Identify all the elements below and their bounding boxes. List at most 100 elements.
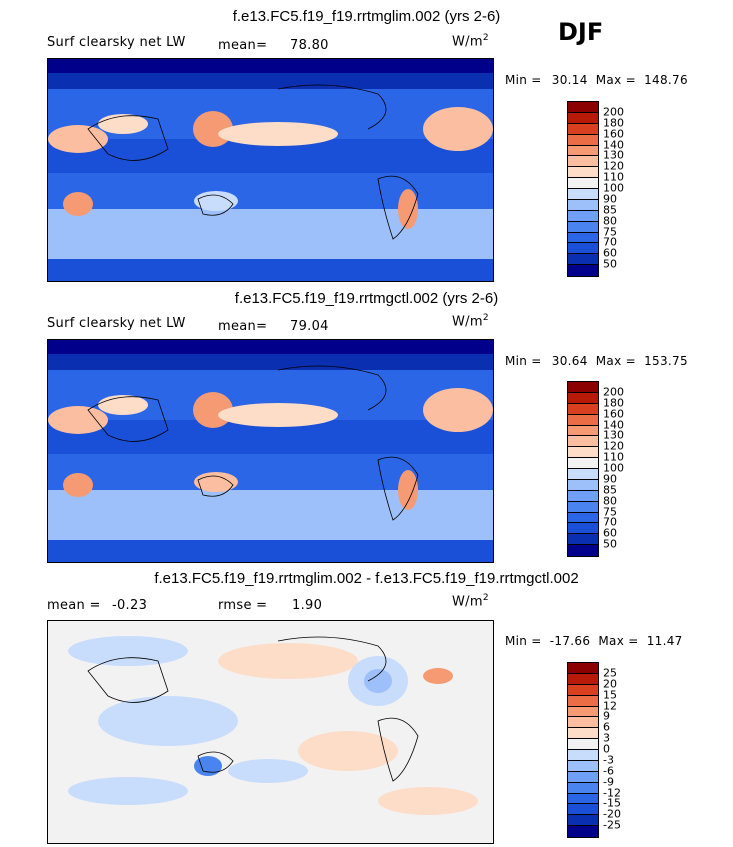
colorbar-swatch	[568, 501, 598, 513]
colorbar-swatch	[568, 479, 598, 491]
panel-3-map-svg	[48, 621, 493, 843]
panel-1-max-value: 148.76	[644, 73, 688, 87]
colorbar-swatch	[568, 717, 598, 729]
colorbar-tick-label: 200	[603, 105, 624, 119]
colorbar-swatch	[568, 826, 598, 837]
panel-3-min-label: Min =	[505, 634, 542, 648]
colorbar-swatch	[568, 695, 598, 707]
colorbar-swatch	[568, 210, 598, 222]
colorbar-swatch	[568, 199, 598, 211]
units-exponent: 2	[482, 593, 489, 603]
panel-2-min-value: 30.64	[551, 354, 588, 368]
colorbar-tick-label: 20	[603, 677, 617, 691]
panel-1-colorbar-ticks: 50 60 70 75 80 85 90 100 110 120 130 140 160 180 200	[603, 101, 643, 275]
colorbar-tick-label: -15	[603, 796, 621, 810]
colorbar-tick-label: 160	[603, 407, 624, 421]
colorbar-tick-label: 25	[603, 666, 617, 680]
colorbar-swatch	[568, 815, 598, 827]
panel-2-units: W/m2	[452, 313, 489, 329]
colorbar-tick-label: 75	[603, 505, 617, 518]
colorbar-tick-label: 200	[603, 385, 624, 399]
panel-2-colorbar-ticks: 50 60 70 75 80 85 90 100 110 120 130 140 160 180 200	[603, 381, 643, 555]
panel-3-colorbar-ticks: -25 -20 -15 -12 -9 -6 -3 0 3 6 9 12 15 20 25	[603, 662, 643, 836]
panel-2-minmax: Min = 30.64 Max = 153.75	[505, 354, 688, 368]
colorbar-swatch	[568, 382, 598, 393]
colorbar-swatch	[568, 134, 598, 146]
colorbar-swatch	[568, 232, 598, 244]
panel-2-colorbar	[567, 381, 599, 557]
colorbar-swatch	[568, 782, 598, 794]
panel-3-title: f.e13.FC5.f19_f19.rrtmglim.002 - f.e13.F…	[154, 570, 579, 587]
panel-1-title: f.e13.FC5.f19_f19.rrtmglim.002 (yrs 2-6)	[232, 8, 501, 25]
colorbar-tick-label: 85	[603, 483, 617, 497]
colorbar-tick-label: 50	[603, 537, 617, 551]
colorbar-swatch	[568, 145, 598, 157]
colorbar-swatch	[568, 534, 598, 546]
colorbar-swatch	[568, 739, 598, 750]
colorbar-swatch	[568, 123, 598, 135]
units-exponent: 2	[482, 313, 489, 323]
colorbar-swatch	[568, 436, 598, 448]
colorbar-tick-label: 160	[603, 127, 624, 141]
panel-2-map	[47, 339, 494, 563]
panel-3-map	[47, 620, 494, 844]
units-base: W/m	[452, 34, 483, 50]
colorbar-tick-label: 100	[603, 181, 624, 195]
colorbar-swatch	[568, 793, 598, 805]
panel-1-colorbar	[567, 101, 599, 277]
colorbar-tick-label: -20	[603, 807, 621, 821]
panel-1-mean-label: mean=	[218, 38, 268, 53]
colorbar-tick-label: 3	[603, 731, 610, 745]
colorbar-tick-label: 140	[603, 418, 624, 431]
colorbar-swatch	[568, 706, 598, 718]
panel-3-rmse-label: rmse =	[218, 598, 268, 613]
panel-3-min-value: -17.66	[549, 634, 591, 648]
colorbar-swatch	[568, 771, 598, 783]
colorbar-swatch	[568, 490, 598, 502]
panel-1-units: W/m2	[452, 33, 489, 49]
colorbar-tick-label: 120	[603, 159, 624, 173]
panel-2-mean-label: mean=	[218, 319, 268, 334]
colorbar-swatch	[568, 167, 598, 179]
panel-3-rmse-value: 1.90	[292, 598, 323, 613]
colorbar-swatch	[568, 425, 598, 437]
colorbar-swatch	[568, 512, 598, 524]
panel-1-mean-value: 78.80	[290, 38, 329, 53]
panel-1-minmax: Min = 30.14 Max = 148.76	[505, 73, 688, 87]
colorbar-tick-label: 100	[603, 461, 624, 475]
panel-3-mean-value: -0.23	[112, 598, 148, 613]
colorbar-tick-label: 60	[603, 246, 617, 260]
panel-2-max-label: Max =	[595, 354, 636, 368]
panel-3-max-value: 11.47	[646, 634, 683, 648]
colorbar-tick-label: -9	[603, 775, 614, 789]
colorbar-swatch	[568, 728, 598, 740]
panel-1-min-value: 30.14	[551, 73, 588, 87]
panel-2-variable: Surf clearsky net LW	[47, 316, 186, 331]
colorbar-tick-label: 80	[603, 494, 617, 508]
colorbar-tick-label: 15	[603, 688, 617, 702]
colorbar-swatch	[568, 265, 598, 276]
colorbar-tick-label: 9	[603, 709, 610, 723]
colorbar-swatch	[568, 469, 598, 480]
colorbar-swatch	[568, 178, 598, 189]
colorbar-tick-label: 50	[603, 257, 617, 271]
colorbar-tick-label: 60	[603, 526, 617, 540]
panel-1-max-label: Max =	[595, 73, 636, 87]
panel-2-mean-value: 79.04	[290, 319, 329, 334]
colorbar-swatch	[568, 254, 598, 266]
colorbar-tick-label: 0	[603, 742, 610, 756]
colorbar-swatch	[568, 156, 598, 168]
colorbar-swatch	[568, 414, 598, 426]
panel-2-title: f.e13.FC5.f19_f19.rrtmgctl.002 (yrs 2-6)	[234, 290, 499, 307]
units-base: W/m	[452, 314, 483, 330]
colorbar-tick-label: 120	[603, 439, 624, 453]
units-exponent: 2	[482, 33, 489, 43]
panel-3-units: W/m2	[452, 593, 489, 609]
colorbar-swatch	[568, 458, 598, 469]
colorbar-tick-label: 140	[603, 138, 624, 151]
colorbar-swatch	[568, 102, 598, 113]
colorbar-swatch	[568, 112, 598, 124]
colorbar-tick-label: 12	[603, 699, 617, 712]
colorbar-swatch	[568, 750, 598, 761]
colorbar-swatch	[568, 673, 598, 685]
